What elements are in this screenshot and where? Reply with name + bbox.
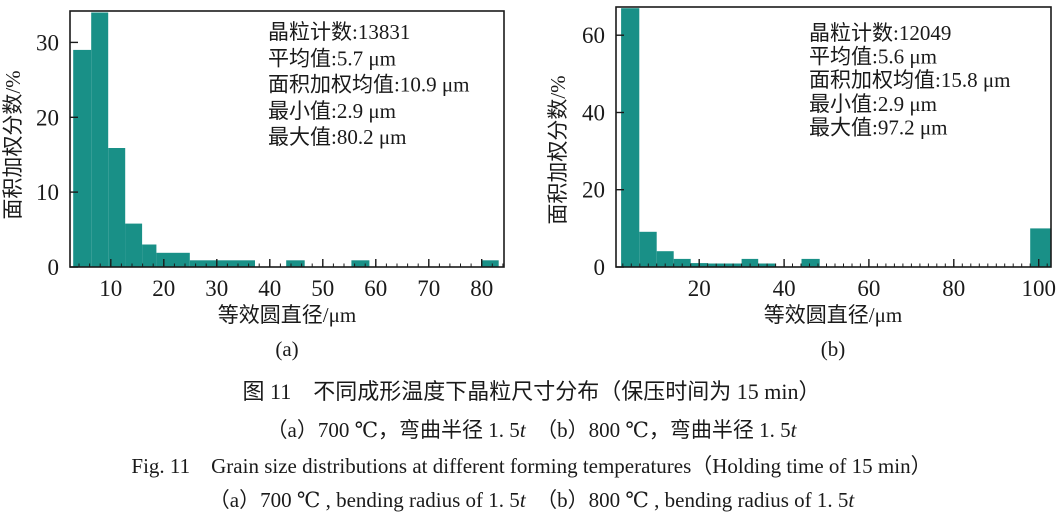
histogram-panel-a: 面积加权分数/% 等效圆直径/μm (a) 10 20 30 40 50 60 70 8001… [1, 10, 505, 361]
x-tick-label: 100 [1021, 276, 1055, 301]
histogram-bar [741, 258, 759, 267]
histogram-bar [481, 260, 499, 267]
histogram-bar [801, 258, 820, 267]
stats-annotation-line: 面积加权均值:15.8 μm [809, 68, 1010, 92]
histogram-bar [639, 231, 657, 267]
histogram-panel-b: 面积加权分数/% 等效圆直径/μm (b) 20 40 60 80 100 0 20 40 60… [546, 6, 1056, 361]
histogram-bar [1030, 228, 1051, 267]
histogram-bar [73, 49, 92, 268]
y-axis-label-a: 面积加权分数/% [1, 70, 25, 219]
y-tick-label: 0 [594, 255, 606, 280]
y-axis-label-b: 面积加权分数/% [546, 75, 570, 224]
stats-annotation-line: 最大值:97.2 μm [809, 115, 947, 139]
caption-block: 图 11 不同成形温度下晶粒尺寸分布（保压时间为 15 min） （a）700 … [0, 365, 1063, 513]
x-tick-label: 10 [99, 276, 122, 301]
x-tick-label: 50 [311, 276, 334, 301]
histogram-bar [189, 260, 255, 267]
stats-annotation-line: 最小值:2.9 μm [809, 92, 937, 116]
plot-frame [69, 10, 505, 268]
x-axis-label-b: 等效圆直径/μm [764, 303, 902, 327]
caption-en-subtitle: （a）700 ℃ , bending radius of 1. 5t （b）80… [0, 487, 1063, 513]
stats-annotation-line: 最小值:2.9 μm [268, 99, 396, 123]
caption-en-title: Fig. 11 Grain size distributions at diff… [131, 454, 932, 478]
y-tick-label: 0 [48, 255, 60, 280]
x-tick-label: 40 [773, 276, 796, 301]
histogram-bar [286, 260, 305, 267]
x-axis-label-a: 等效圆直径/μm [218, 303, 356, 327]
caption-segment: t [519, 418, 526, 442]
histogram-bar [656, 251, 674, 267]
stats-annotation-line: 晶粒计数:13831 [268, 20, 410, 44]
x-tick-label: 60 [364, 276, 387, 301]
caption-segment: （b）800 ℃，弯曲半径 1. 5 [525, 418, 791, 442]
stats-annotation-line: 面积加权均值:10.9 μm [268, 73, 469, 97]
histogram-bar [621, 8, 640, 267]
y-tick-label: 40 [582, 101, 605, 126]
charts-row: 面积加权分数/% 等效圆直径/μm (a) 10 20 30 40 50 60 70 80 0 1… [1, 6, 1056, 361]
caption-cn-title: 图 11 不同成形温度下晶粒尺寸分布（保压时间为 15 min） [242, 379, 821, 404]
caption-segment: t [790, 418, 797, 442]
histogram-bar [125, 223, 143, 267]
caption-segment: （b）800 ℃ , bending radius of 1. 5 [525, 488, 849, 512]
x-tick-label: 80 [942, 276, 965, 301]
caption-segment: （a）700 ℃ , bending radius of 1. 5 [208, 488, 520, 512]
x-tick-label: 20 [152, 276, 175, 301]
stats-annotation-line: 平均值:5.6 μm [809, 45, 937, 69]
y-tick-label: 30 [36, 30, 59, 55]
caption-segment: （a）700 ℃，弯曲半径 1. 5 [266, 418, 520, 442]
x-tick-label: 60 [857, 276, 880, 301]
x-tick-label: 30 [205, 276, 228, 301]
y-tick-label: 60 [582, 23, 605, 48]
panel-label-b: (b) [821, 337, 846, 361]
x-tick-label: 40 [258, 276, 281, 301]
histogram-bar [108, 148, 126, 267]
caption-segment: t [848, 488, 855, 512]
y-tick-label: 20 [36, 105, 59, 130]
plot-area: 10 20 30 40 50 60 70 80 0 10 20 30 晶粒计数:13831平均值:5.7… [36, 10, 505, 301]
plot-frame [615, 6, 1052, 268]
x-tick-label: 20 [688, 276, 711, 301]
histogram-bar [142, 244, 157, 267]
x-tick-label: 70 [417, 276, 440, 301]
histogram-bar [91, 12, 109, 267]
y-tick-label: 10 [36, 180, 59, 205]
histogram-bar [156, 252, 190, 267]
histogram-bar [673, 258, 691, 267]
stats-annotation-line: 平均值:5.7 μm [268, 46, 396, 70]
stats-annotation-line: 最大值:80.2 μm [268, 125, 406, 149]
panel-label-a: (a) [275, 337, 298, 361]
caption-cn-subtitle: （a）700 ℃，弯曲半径 1. 5t （b）800 ℃，弯曲半径 1. 5t [0, 417, 1063, 444]
stats-annotation-line: 晶粒计数:12049 [809, 21, 951, 45]
caption-segment: t [519, 488, 526, 512]
y-tick-label: 20 [582, 178, 605, 203]
histogram-bar [351, 260, 370, 267]
x-tick-label: 80 [470, 276, 493, 301]
